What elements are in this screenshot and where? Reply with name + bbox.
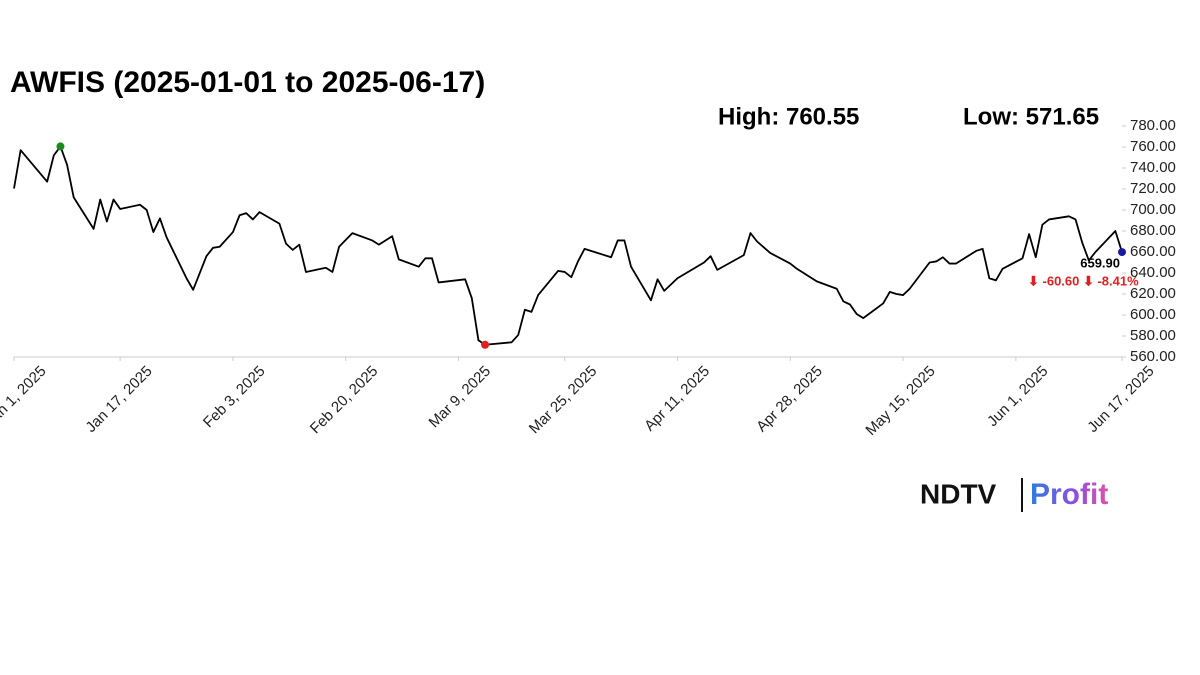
y-tick-label: 600.00 xyxy=(1130,306,1176,323)
x-tick-label: Jan 17, 2025 xyxy=(82,363,155,436)
chart-title: AWFIS (2025-01-01 to 2025-06-17) xyxy=(10,66,485,99)
last-label: 659.90 xyxy=(1080,255,1120,270)
y-tick-label: 720.00 xyxy=(1130,180,1176,197)
y-tick-label: 700.00 xyxy=(1130,201,1176,218)
y-tick-label: 760.00 xyxy=(1130,138,1176,155)
x-tick-label: Feb 20, 2025 xyxy=(307,363,382,438)
y-tick-label: 660.00 xyxy=(1130,243,1176,260)
last-marker xyxy=(1118,248,1126,257)
y-tick-label: 680.00 xyxy=(1130,222,1176,239)
x-tick-label: Jun 1, 2025 xyxy=(984,363,1051,430)
change-label: ⬇ -60.60 ⬇ -8.41% xyxy=(1028,273,1139,288)
y-tick-label: 780.00 xyxy=(1130,117,1176,134)
x-tick-label: Mar 9, 2025 xyxy=(426,363,495,432)
x-tick-label: Apr 11, 2025 xyxy=(641,363,713,435)
y-tick-label: 740.00 xyxy=(1130,159,1176,176)
x-tick-label: Apr 28, 2025 xyxy=(753,363,826,436)
high-marker xyxy=(56,142,65,151)
y-tick-label: 640.00 xyxy=(1130,264,1176,281)
y-tick-label: 620.00 xyxy=(1130,285,1176,302)
y-tick-label: 580.00 xyxy=(1130,327,1176,344)
x-tick-label: Feb 3, 2025 xyxy=(200,363,269,432)
low-marker xyxy=(481,340,490,349)
x-tick-label: May 15, 2025 xyxy=(862,363,938,439)
x-tick-label: Jan 1, 2025 xyxy=(0,363,50,430)
x-tick-label: Mar 25, 2025 xyxy=(526,363,601,438)
high-label: High: 760.55 xyxy=(718,103,859,130)
logo-product: Profit xyxy=(1030,478,1108,511)
logo: NDTV Profit xyxy=(920,478,1108,512)
x-tick-label: Jun 17, 2025 xyxy=(1084,363,1157,436)
price-line xyxy=(13,145,1123,346)
y-tick-label: 560.00 xyxy=(1130,348,1176,365)
low-label: Low: 571.65 xyxy=(963,103,1099,130)
logo-brand: NDTV xyxy=(920,478,997,509)
